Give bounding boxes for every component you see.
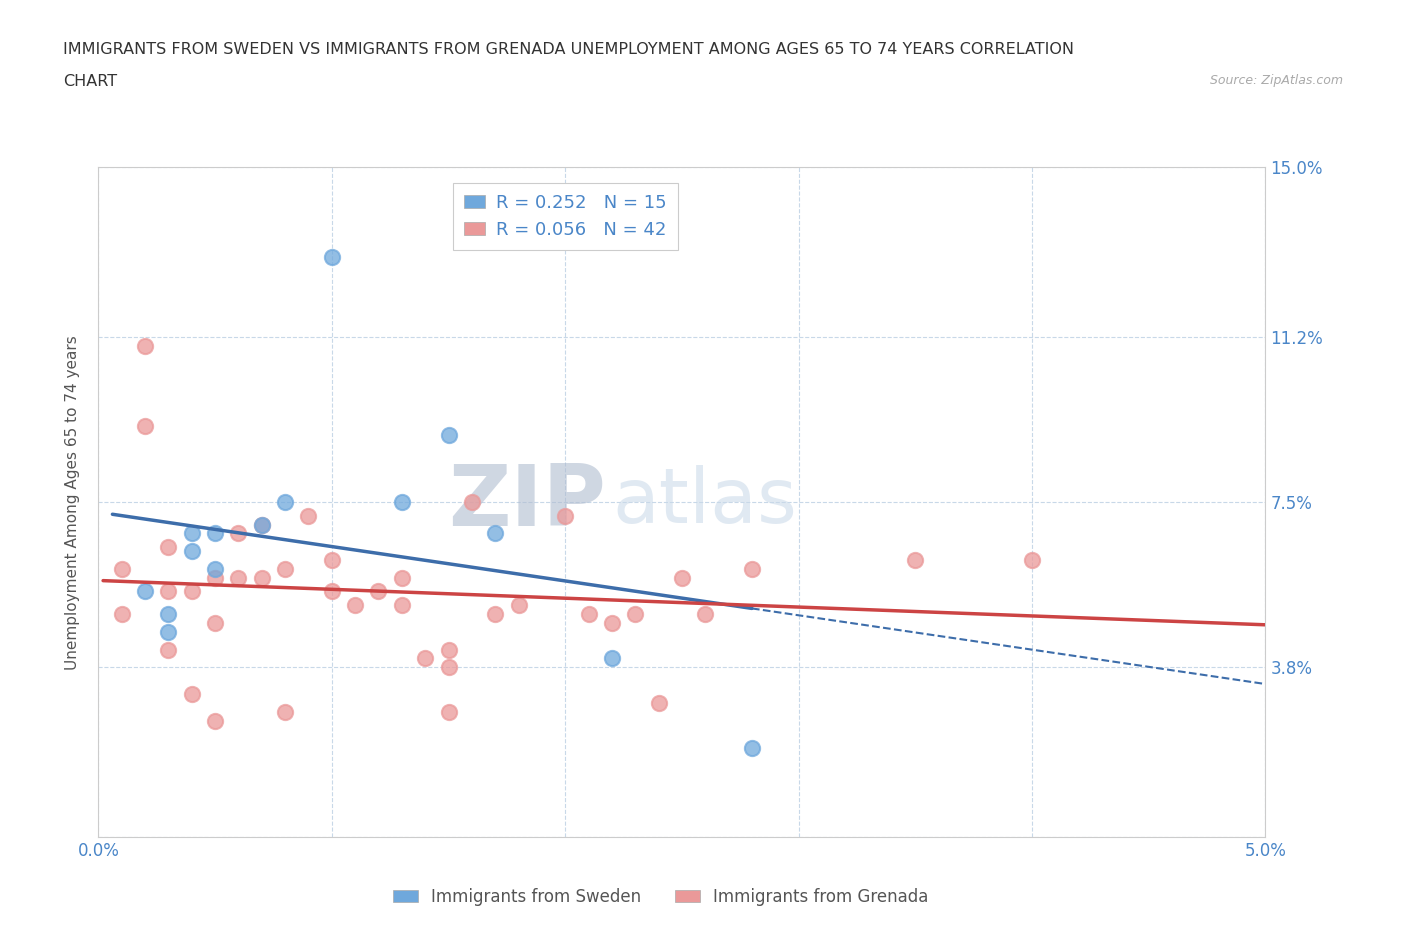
Point [1021,552,1043,567]
Point [461,495,484,510]
Point [647,696,669,711]
Point [437,660,460,675]
Text: atlas: atlas [612,465,797,539]
Point [484,526,506,541]
Point [204,526,226,541]
Point [111,606,134,621]
Point [134,418,156,433]
Point [344,597,367,612]
Point [204,713,226,728]
Point [437,705,460,720]
Point [157,606,180,621]
Point [228,571,250,586]
Legend: R = 0.252   N = 15, R = 0.056   N = 42: R = 0.252 N = 15, R = 0.056 N = 42 [453,183,678,250]
Point [157,584,180,599]
Point [250,517,273,532]
Point [157,539,180,554]
Point [413,651,436,666]
Point [134,339,156,353]
Point [180,526,202,541]
Point [204,571,226,586]
Text: ZIP: ZIP [449,460,606,544]
Text: IMMIGRANTS FROM SWEDEN VS IMMIGRANTS FROM GRENADA UNEMPLOYMENT AMONG AGES 65 TO : IMMIGRANTS FROM SWEDEN VS IMMIGRANTS FRO… [63,42,1074,57]
Point [391,571,413,586]
Legend: Immigrants from Sweden, Immigrants from Grenada: Immigrants from Sweden, Immigrants from … [387,881,935,912]
Point [180,584,202,599]
Point [600,651,623,666]
Text: Source: ZipAtlas.com: Source: ZipAtlas.com [1209,74,1343,87]
Point [111,562,134,577]
Point [508,597,530,612]
Point [671,571,693,586]
Point [204,616,226,631]
Point [228,526,250,541]
Point [600,616,623,631]
Point [180,544,202,559]
Point [134,584,156,599]
Point [250,571,273,586]
Point [321,249,343,264]
Point [624,606,647,621]
Point [695,606,717,621]
Point [274,705,297,720]
Point [554,508,576,523]
Point [274,562,297,577]
Text: CHART: CHART [63,74,117,89]
Point [904,552,927,567]
Y-axis label: Unemployment Among Ages 65 to 74 years: Unemployment Among Ages 65 to 74 years [65,335,80,670]
Point [157,642,180,657]
Point [321,584,343,599]
Point [157,624,180,639]
Point [274,495,297,510]
Point [180,686,202,701]
Point [437,428,460,443]
Point [391,597,413,612]
Point [297,508,319,523]
Point [391,495,413,510]
Point [204,562,226,577]
Point [741,562,763,577]
Point [437,642,460,657]
Point [321,552,343,567]
Point [578,606,600,621]
Point [484,606,506,621]
Point [741,740,763,755]
Point [250,517,273,532]
Point [367,584,389,599]
